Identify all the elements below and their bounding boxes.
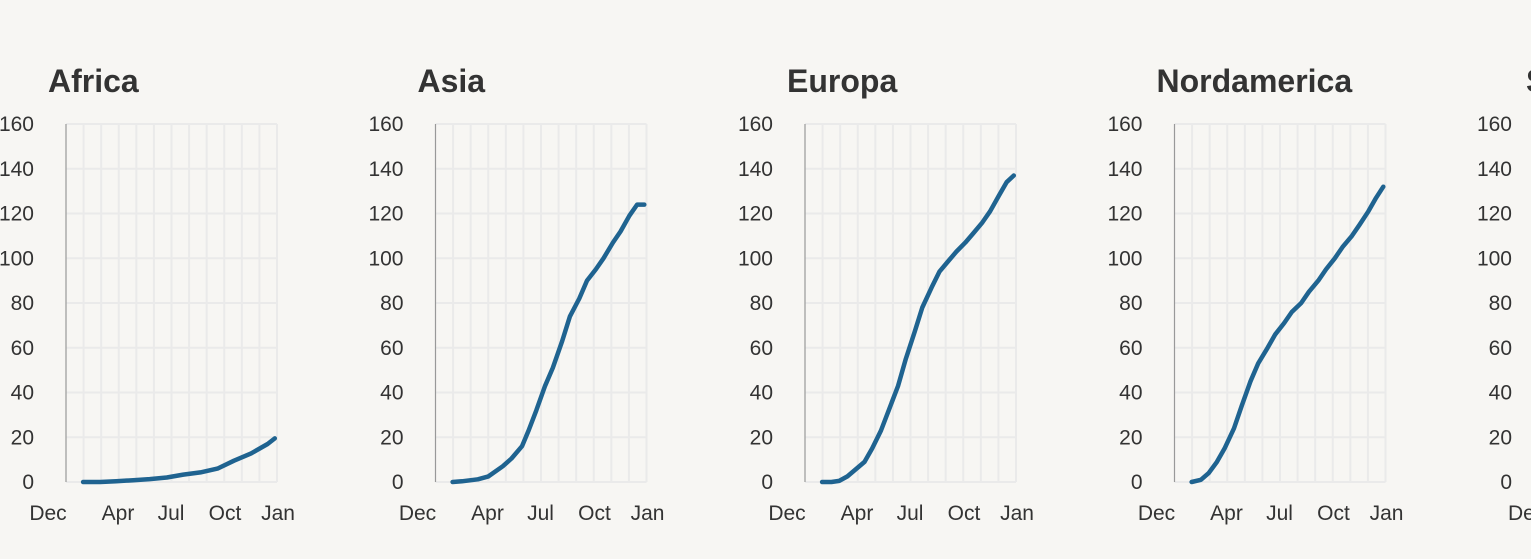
x-tick-label: Jul xyxy=(897,502,924,525)
panel-asia: Asia 0 20 40 60 80 100 120 140 160 Dec Apr Jul Oct Jan xyxy=(368,63,664,525)
y-tick-label: 80 xyxy=(750,292,773,315)
x-tick-label: Dec xyxy=(29,502,66,525)
x-tick-label: Jul xyxy=(527,502,554,525)
y-tick-label: 100 xyxy=(368,247,403,270)
y-tick-label: 100 xyxy=(1477,247,1512,270)
x-tick-label: Jan xyxy=(261,502,295,525)
y-tick-label: 120 xyxy=(1477,203,1512,226)
y-tick-label: 80 xyxy=(380,292,403,315)
y-tick-label: 140 xyxy=(1477,158,1512,181)
panel-title: Nordamerica xyxy=(1157,63,1353,99)
panel-title: Asia xyxy=(418,63,486,99)
y-tick-label: 40 xyxy=(380,382,403,405)
y-tick-label: 100 xyxy=(1107,247,1142,270)
series-line xyxy=(819,173,1017,485)
series-line xyxy=(450,202,647,485)
y-tick-label: 40 xyxy=(11,382,34,405)
panel-africa: Africa 0 20 40 60 80 100 120 140 160 Dec Apr Jul Oct J… xyxy=(0,63,295,525)
x-tick-label: Oct xyxy=(948,502,981,525)
y-tick-label: 0 xyxy=(1500,471,1512,494)
y-tick-label: 80 xyxy=(11,292,34,315)
y-tick-label: 0 xyxy=(392,471,404,494)
panel-europa: Europa 0 20 40 60 80 100 120 140 160 Dec Apr Jul Oct J… xyxy=(738,63,1034,525)
y-tick-label: 20 xyxy=(380,426,403,449)
y-tick-label: 140 xyxy=(1107,158,1142,181)
x-tick-label: Jan xyxy=(1370,502,1404,525)
y-tick-label: 120 xyxy=(1107,203,1142,226)
x-tick-label: Apr xyxy=(471,502,504,525)
x-tick-label: De xyxy=(1508,502,1531,525)
x-tick-label: Apr xyxy=(841,502,874,525)
x-tick-label: Dec xyxy=(768,502,805,525)
y-tick-label: 20 xyxy=(11,426,34,449)
y-tick-label: 60 xyxy=(1119,337,1142,360)
y-tick-label: 0 xyxy=(1131,471,1143,494)
y-tick-label: 160 xyxy=(738,113,773,136)
y-tick-label: 60 xyxy=(380,337,403,360)
y-tick-label: 160 xyxy=(1107,113,1142,136)
x-tick-label: Jul xyxy=(158,502,185,525)
y-tick-label: 0 xyxy=(22,471,34,494)
y-tick-label: 160 xyxy=(1477,113,1512,136)
y-tick-label: 60 xyxy=(1489,337,1512,360)
y-tick-label: 80 xyxy=(1489,292,1512,315)
y-tick-label: 120 xyxy=(738,203,773,226)
x-tick-label: Jan xyxy=(631,502,665,525)
y-tick-label: 40 xyxy=(1119,382,1142,405)
panel-nordamerica: Nordamerica 0 20 40 60 80 100 120 140 160 Dec Apr Ju… xyxy=(1107,63,1403,525)
y-tick-label: 160 xyxy=(368,113,403,136)
y-tick-label: 0 xyxy=(761,471,773,494)
x-tick-label: Oct xyxy=(578,502,611,525)
panel-title: S xyxy=(1526,63,1531,99)
y-tick-label: 160 xyxy=(0,113,34,136)
x-tick-label: Apr xyxy=(102,502,135,525)
panel-title: Europa xyxy=(787,63,897,99)
y-tick-label: 40 xyxy=(750,382,773,405)
y-tick-label: 20 xyxy=(750,426,773,449)
y-tick-label: 140 xyxy=(0,158,34,181)
y-tick-label: 20 xyxy=(1119,426,1142,449)
x-tick-label: Jan xyxy=(1000,502,1034,525)
y-tick-label: 140 xyxy=(738,158,773,181)
series-line xyxy=(1189,184,1386,485)
x-tick-label: Apr xyxy=(1210,502,1243,525)
y-tick-label: 20 xyxy=(1489,426,1512,449)
panel-title: Africa xyxy=(48,63,139,99)
y-tick-label: 60 xyxy=(11,337,34,360)
y-tick-label: 100 xyxy=(738,247,773,270)
x-tick-label: Dec xyxy=(399,502,436,525)
panel-s: S 0 20 40 60 80 100 120 140 160 De xyxy=(1477,63,1531,525)
y-tick-label: 100 xyxy=(0,247,34,270)
series-line xyxy=(80,436,278,485)
y-tick-label: 120 xyxy=(368,203,403,226)
y-tick-label: 60 xyxy=(750,337,773,360)
y-tick-label: 40 xyxy=(1489,382,1512,405)
y-tick-label: 80 xyxy=(1119,292,1142,315)
x-tick-label: Oct xyxy=(209,502,242,525)
x-tick-label: Dec xyxy=(1138,502,1175,525)
y-tick-label: 140 xyxy=(368,158,403,181)
y-tick-label: 120 xyxy=(0,203,34,226)
x-tick-label: Oct xyxy=(1317,502,1350,525)
x-tick-label: Jul xyxy=(1266,502,1293,525)
